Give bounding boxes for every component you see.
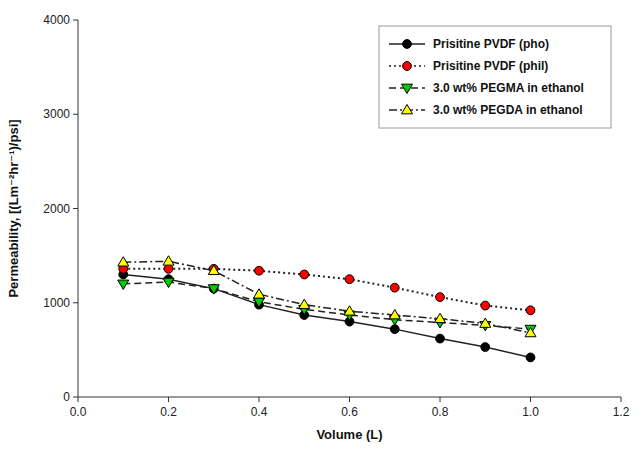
legend: Prisitine PVDF (pho) Prisitine PVDF (phil… [379,26,611,128]
legend-label: Prisitine PVDF (pho) [433,37,549,51]
x-axis: 0.0 0.2 0.4 0.6 0.8 1.0 1.2 [70,397,630,419]
series [118,256,536,337]
x-tick-label: 1.0 [522,405,539,419]
y-tick [73,397,78,398]
x-tick-label: 0.6 [341,405,358,419]
legend-marker [403,62,412,71]
point [526,353,535,362]
y-tick [73,20,78,21]
legend-marker [403,40,412,49]
plot-area [118,256,536,362]
x-tick-label: 0.0 [70,405,87,419]
x-tick-label: 0.4 [251,405,268,419]
point [344,306,355,315]
x-tick [259,397,260,402]
legend-marker [402,84,413,93]
point [118,280,129,289]
x-tick [530,397,531,402]
point [208,265,219,274]
x-tick [349,397,350,402]
point [300,270,309,279]
point [164,264,173,273]
legend-label: Prisitine PVDF (phil) [433,59,548,73]
series [118,278,536,334]
legend-box [379,26,611,128]
y-tick-label: 0 [63,390,70,404]
series [119,270,535,362]
chart: 0 1000 2000 3000 4000 0.0 0.2 0.4 0.6 0.8 1.0 1.2 Vo… [0,0,643,453]
legend-label: 3.0 wt% PEGDA in ethanol [433,103,583,117]
point [163,278,174,287]
y-tick [73,114,78,115]
point [254,289,265,298]
y-axis-label: Permeability, [(Lm⁻²hr⁻¹)/psi] [6,119,21,297]
point [436,293,445,302]
y-tick [73,302,78,303]
x-tick [168,397,169,402]
legend-marker [402,105,413,114]
point [345,275,354,284]
x-tick-label: 1.2 [613,405,630,419]
x-axis-label: Volume (L) [316,427,382,442]
x-tick-label: 0.2 [160,405,177,419]
point [526,306,535,315]
x-tick [440,397,441,402]
x-tick [621,397,622,402]
legend-label: 3.0 wt% PEGMA in ethanol [433,81,584,95]
y-tick-label: 1000 [43,296,70,310]
point [118,257,129,266]
y-tick [73,208,78,209]
point [163,256,174,265]
point [436,334,445,343]
point [254,298,265,307]
x-tick-label: 0.8 [432,405,449,419]
y-tick-label: 4000 [43,13,70,27]
series [119,264,535,314]
point [390,283,399,292]
point [480,318,491,327]
point [299,299,310,308]
y-axis: 0 1000 2000 3000 4000 [43,13,78,404]
point [389,310,400,319]
point [525,327,536,336]
point [481,343,490,352]
series-line [123,261,530,333]
series-line [123,269,530,310]
point [208,285,219,294]
x-tick [78,397,79,402]
y-tick-label: 2000 [43,202,70,216]
y-axis-line [78,20,79,397]
point [435,313,446,322]
series-line [123,274,530,357]
x-axis-line [78,397,621,398]
point [255,266,264,275]
y-tick-label: 3000 [43,107,70,121]
point [481,301,490,310]
